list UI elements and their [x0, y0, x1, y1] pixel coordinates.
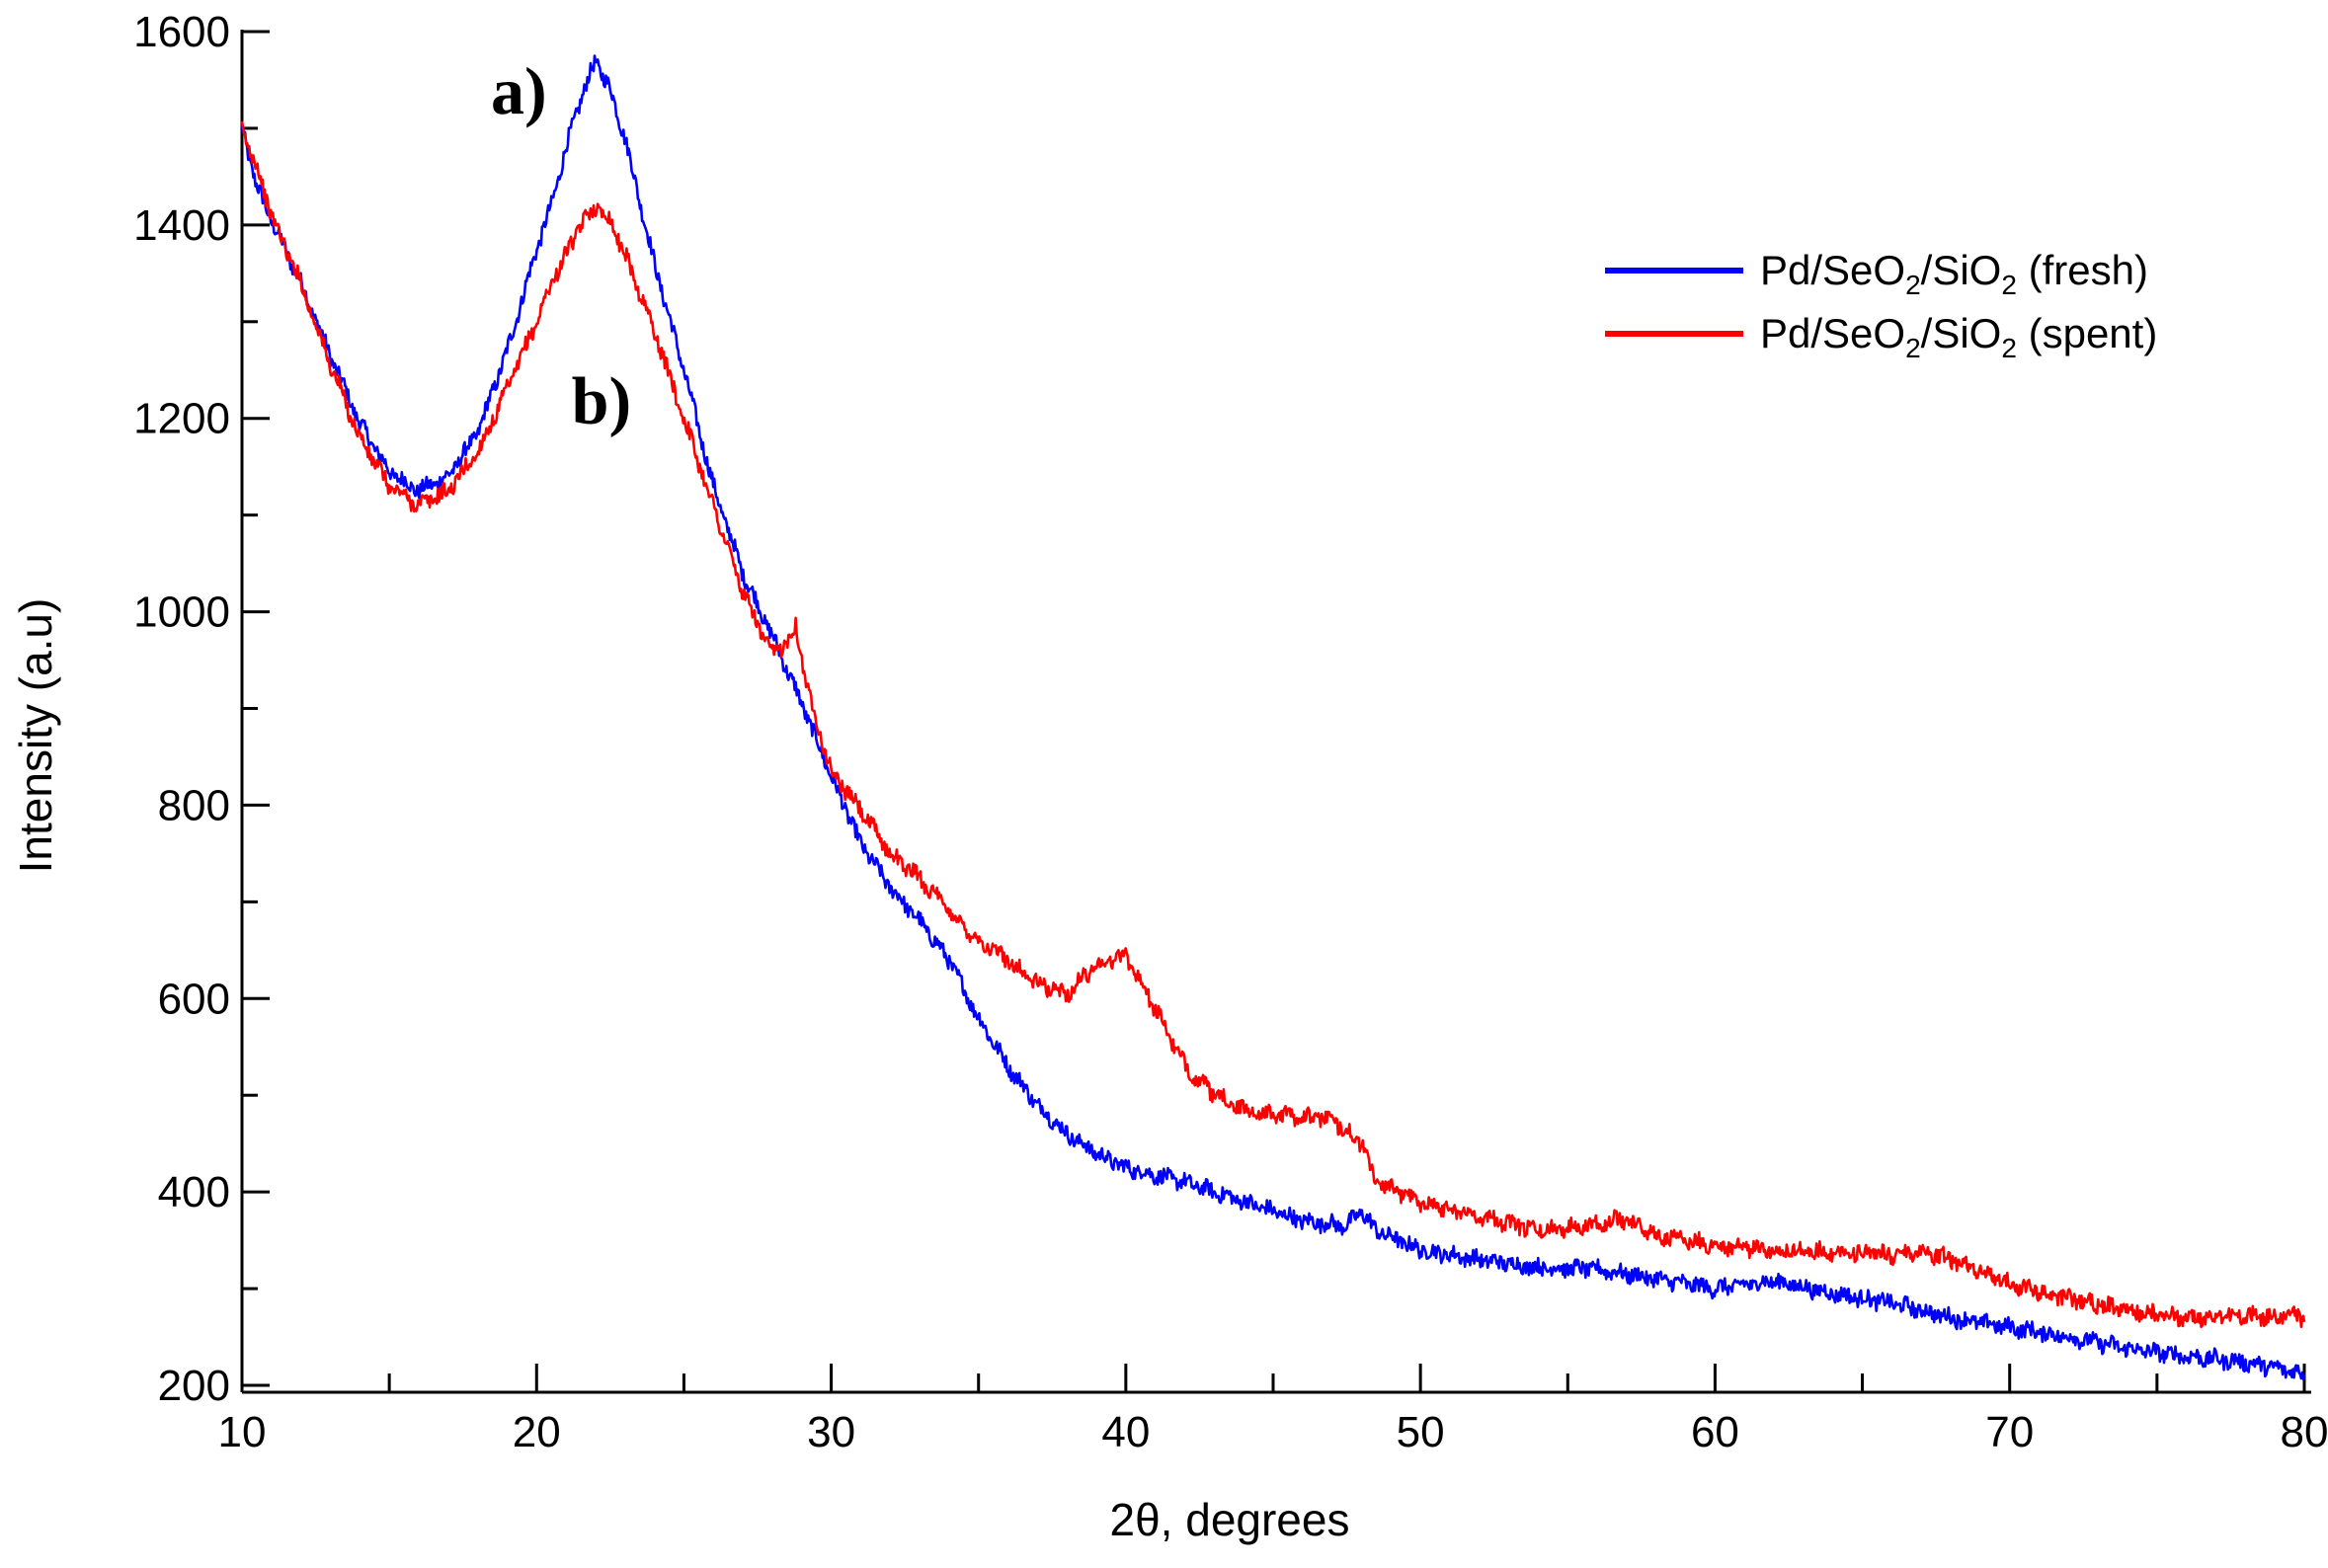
y-tick-label: 1600 [133, 8, 230, 56]
x-tick-label: 40 [1101, 1408, 1150, 1456]
x-tick-label: 60 [1691, 1408, 1739, 1456]
series-spent-line [240, 120, 2306, 1329]
y-tick-label: 1000 [133, 588, 230, 637]
legend-label-fresh: Pd/SeO2/SiO2 (fresh) [1760, 247, 2148, 300]
y-tick-label: 400 [158, 1168, 230, 1216]
legend-label-spent: Pd/SeO2/SiO2 (spent) [1760, 310, 2157, 363]
series-fresh-line [240, 54, 2306, 1381]
series-layer [240, 54, 2306, 1381]
legend: Pd/SeO2/SiO2 (fresh) Pd/SeO2/SiO2 (spent… [1605, 247, 2157, 363]
y-tick-label: 600 [158, 975, 230, 1023]
y-ticks: 200 400 600 800 1000 1200 1400 1600 [133, 8, 270, 1410]
x-axis-title: 2θ, degrees [1110, 1494, 1350, 1545]
x-tick-label: 20 [513, 1408, 561, 1456]
y-tick-label: 1400 [133, 201, 230, 250]
curve-label-spent: b) [572, 363, 631, 438]
x-tick-label: 80 [2281, 1408, 2328, 1456]
x-tick-label: 30 [807, 1408, 855, 1456]
x-tick-label: 10 [218, 1408, 267, 1456]
annotation-layer: a) b) [491, 53, 631, 437]
x-ticks: 10 20 30 40 50 60 70 80 [218, 1364, 2328, 1456]
y-axis-title: Intensity (a.u) [10, 598, 61, 874]
y-tick-label: 800 [158, 781, 230, 829]
y-tick-label: 1200 [133, 395, 230, 443]
y-tick-label: 200 [158, 1362, 230, 1410]
x-tick-label: 70 [1985, 1408, 2034, 1456]
x-tick-label: 50 [1397, 1408, 1445, 1456]
curve-label-fresh: a) [491, 53, 547, 128]
